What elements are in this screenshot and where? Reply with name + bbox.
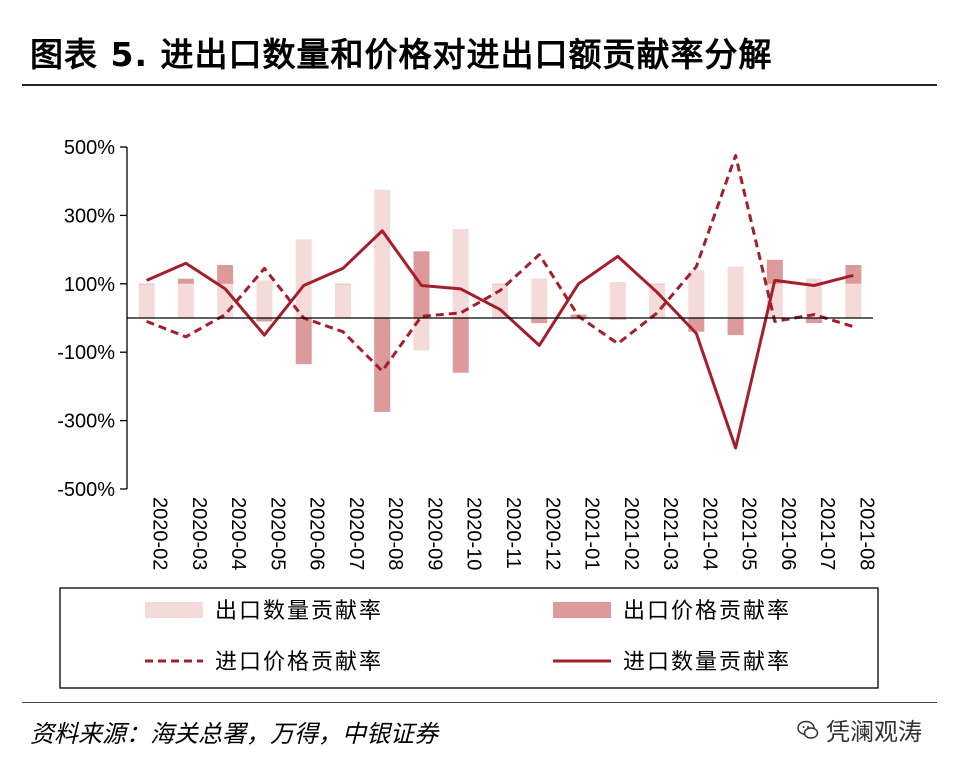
x-tick-label: 2020-09 bbox=[423, 497, 445, 570]
bar-export-price-2021-07 bbox=[806, 318, 823, 324]
x-tick-label: 2020-06 bbox=[306, 497, 328, 570]
legend-label: 进口数量贡献率 bbox=[623, 650, 791, 675]
bar-export-qty-2021-08 bbox=[845, 283, 862, 318]
bar-export-price-2020-04 bbox=[217, 264, 234, 284]
x-tick-label: 2021-06 bbox=[777, 497, 799, 570]
legend-swatch-1 bbox=[553, 602, 611, 618]
x-tick-label: 2021-07 bbox=[816, 497, 838, 570]
bar-export-qty-2020-03 bbox=[177, 283, 194, 318]
bar-export-qty-2021-07 bbox=[806, 278, 823, 318]
watermark-text: 凭澜观涛 bbox=[826, 718, 922, 746]
bar-export-qty-2020-09 bbox=[413, 318, 430, 351]
x-tick-label: 2021-02 bbox=[620, 497, 642, 570]
footer-divider bbox=[22, 702, 937, 703]
bar-series-layer bbox=[138, 189, 862, 413]
bar-export-price-2020-11 bbox=[492, 283, 508, 285]
bar-export-price-2021-05 bbox=[727, 318, 744, 336]
watermark: 凭澜观涛 bbox=[796, 712, 922, 747]
bar-export-price-2021-02 bbox=[609, 318, 626, 320]
bar-export-qty-2020-12 bbox=[531, 278, 548, 318]
x-tick-label: 2021-04 bbox=[698, 497, 720, 570]
bar-export-qty-2020-08 bbox=[374, 189, 391, 318]
x-tick-label: 2021-01 bbox=[581, 497, 603, 570]
x-tick-label: 2020-10 bbox=[463, 497, 485, 570]
bar-export-price-2020-03 bbox=[177, 278, 194, 284]
bar-export-price-2020-08 bbox=[374, 318, 391, 413]
legend-label: 进口价格贡献率 bbox=[215, 650, 383, 675]
legend-label: 出口数量贡献率 bbox=[215, 599, 383, 624]
bar-export-price-2021-03 bbox=[649, 283, 666, 285]
line-import-qty bbox=[146, 229, 854, 450]
x-tick-label: 2020-02 bbox=[149, 497, 171, 570]
x-tick-label: 2020-08 bbox=[384, 497, 406, 570]
bar-export-qty-2021-01 bbox=[570, 318, 587, 320]
bar-export-price-2020-05 bbox=[256, 318, 273, 322]
y-tick-label: 500% bbox=[64, 137, 115, 159]
bar-export-price-2020-07 bbox=[334, 283, 351, 285]
legend-box bbox=[59, 587, 879, 689]
x-tick-label: 2020-07 bbox=[345, 497, 367, 570]
x-tick-label: 2020-03 bbox=[188, 497, 210, 570]
x-tick-label: 2020-04 bbox=[227, 497, 249, 570]
bar-export-qty-2021-02 bbox=[609, 282, 626, 318]
legend-label: 出口价格贡献率 bbox=[623, 599, 791, 624]
line-series-layer bbox=[146, 154, 854, 450]
bar-export-qty-2020-07 bbox=[334, 283, 351, 318]
bar-export-price-2020-06 bbox=[295, 318, 312, 365]
bar-export-price-2021-08 bbox=[845, 264, 862, 284]
chart-title: 图表 5. 进出口数量和价格对进出口额贡献率分解 bbox=[30, 35, 773, 74]
x-tick-label: 2021-05 bbox=[738, 497, 760, 570]
x-tick-label: 2020-11 bbox=[502, 497, 524, 569]
title-divider bbox=[22, 84, 937, 86]
legend-swatch-0 bbox=[145, 602, 203, 618]
x-tick-label: 2021-08 bbox=[855, 497, 877, 570]
bar-export-qty-2020-02 bbox=[138, 283, 155, 318]
bar-export-price-2021-06 bbox=[766, 259, 783, 284]
bar-export-qty-2021-04 bbox=[688, 270, 705, 318]
y-tick-label: 100% bbox=[64, 274, 115, 296]
bar-export-qty-2021-05 bbox=[727, 266, 744, 318]
bar-export-price-2020-10 bbox=[452, 318, 469, 373]
bar-export-qty-2020-10 bbox=[452, 229, 469, 318]
y-tick-label: -300% bbox=[57, 411, 115, 433]
x-tick-label: 2021-03 bbox=[659, 497, 681, 570]
source-note: 资料来源：海关总署，万得，中银证券 bbox=[30, 720, 438, 748]
line-import-price bbox=[146, 154, 854, 373]
y-tick-label: -100% bbox=[57, 342, 115, 364]
y-tick-label: 300% bbox=[64, 205, 115, 227]
bar-export-qty-2020-06 bbox=[295, 239, 312, 318]
y-tick-label: -500% bbox=[57, 479, 115, 501]
x-tick-label: 2020-12 bbox=[541, 497, 563, 570]
bar-export-price-2020-02 bbox=[138, 283, 155, 285]
bar-export-qty-2020-05 bbox=[256, 280, 273, 318]
bar-export-price-2020-12 bbox=[531, 318, 548, 324]
x-tick-label: 2020-05 bbox=[266, 497, 288, 570]
axes: 500% 300% 100% -100% -300% -500% 2020-02 2020-0… bbox=[57, 137, 877, 570]
chart: 500% 300% 100% -100% -300% -500% 2020-02 2020-0… bbox=[57, 137, 879, 689]
wechat-icon bbox=[797, 720, 819, 739]
